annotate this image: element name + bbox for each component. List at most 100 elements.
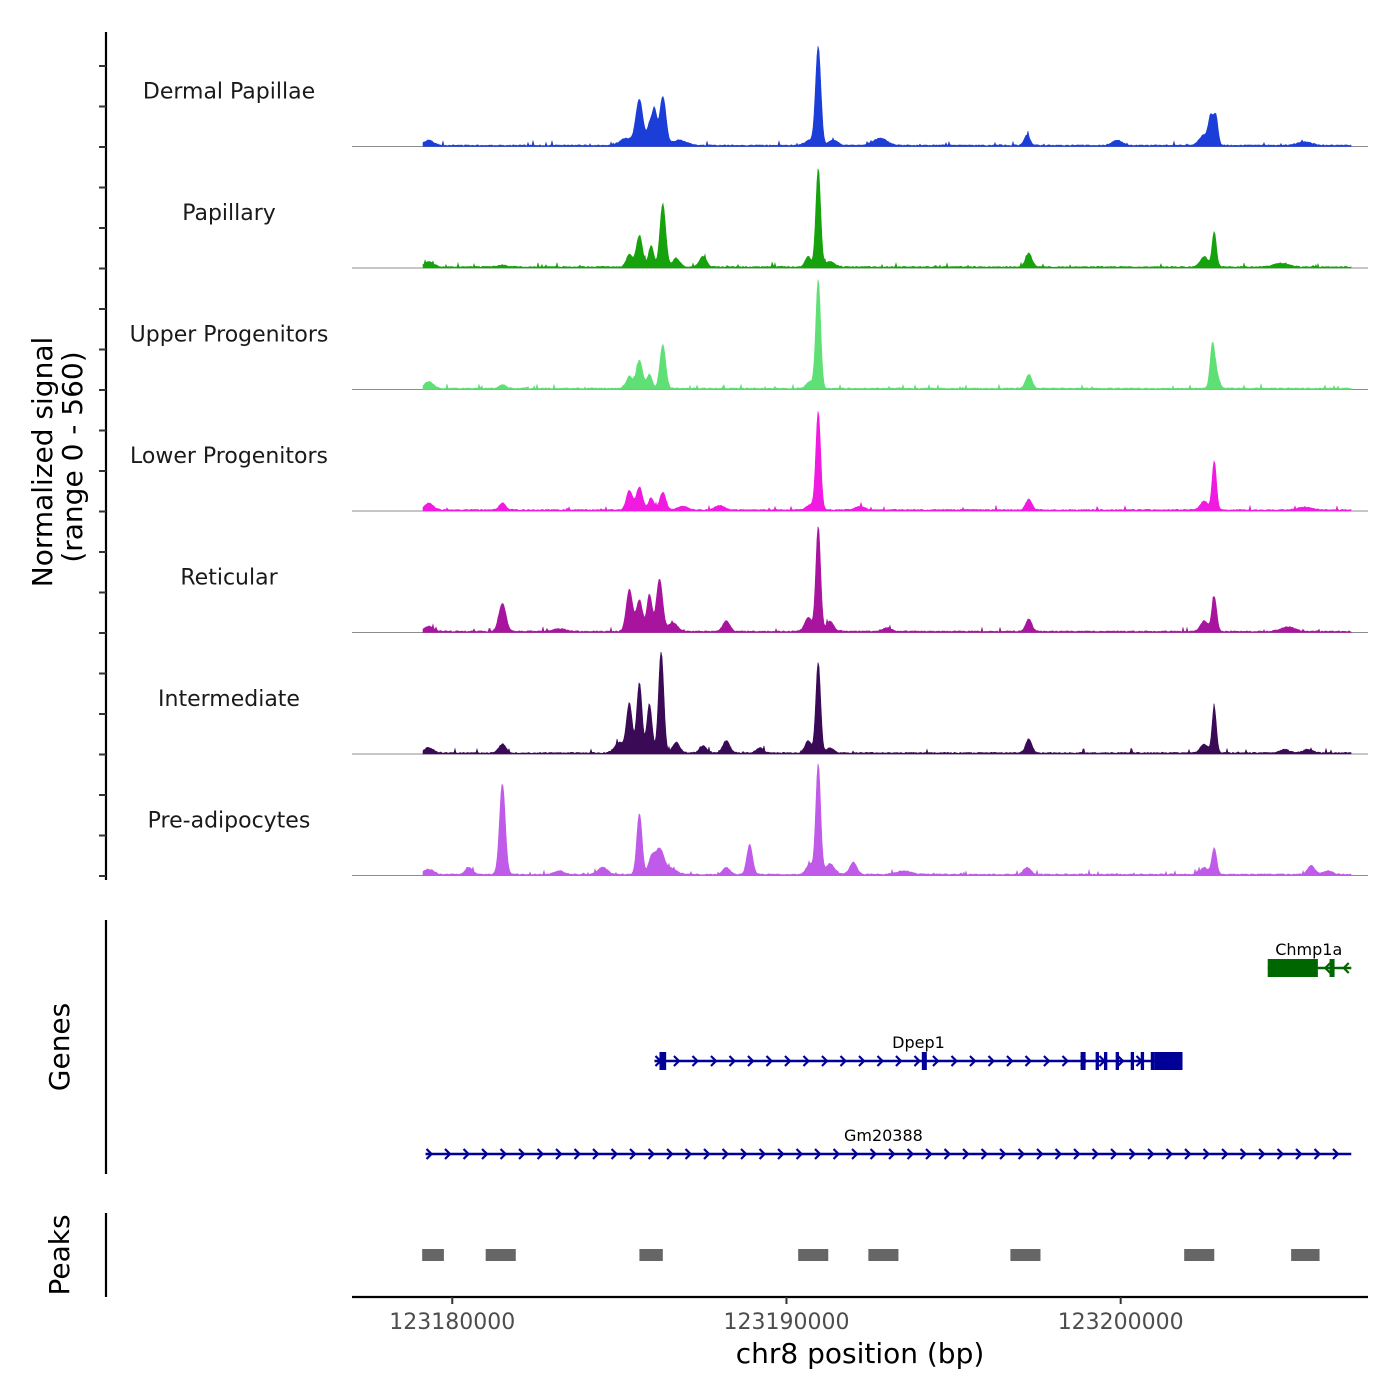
strand-chevron [969, 1055, 977, 1067]
y-axis-title: Normalized signal [26, 337, 59, 588]
strand-chevron [1165, 1148, 1174, 1160]
strand-chevron [1117, 1055, 1125, 1067]
track-label: Reticular [180, 566, 278, 591]
strand-chevron [777, 1148, 785, 1160]
strand-chevron [647, 1148, 656, 1160]
strand-chevron [876, 1055, 885, 1067]
coverage-area [422, 168, 1352, 269]
exon [1150, 1052, 1155, 1070]
coverage-area [422, 46, 1352, 147]
exon [1267, 959, 1318, 977]
strand-chevron [814, 1148, 822, 1160]
gene-chmp1a: Chmp1a [1267, 940, 1352, 977]
strand-chevron [962, 1148, 970, 1160]
strand-chevron [925, 1148, 933, 1160]
strand-chevron [943, 1148, 952, 1160]
strand-chevron [740, 1148, 748, 1160]
exon [1329, 959, 1335, 977]
strand-chevron [950, 1055, 959, 1067]
peak-region [1010, 1249, 1041, 1261]
strand-chevron [1239, 1148, 1248, 1160]
exon [1154, 1052, 1183, 1070]
strand-chevron [728, 1055, 737, 1067]
peak-region [639, 1249, 663, 1261]
exon [1080, 1052, 1086, 1070]
strand-chevron [610, 1148, 619, 1160]
peak-region [485, 1249, 516, 1261]
strand-chevron [1202, 1148, 1211, 1160]
strand-chevron [1024, 1055, 1033, 1067]
strand-chevron [895, 1055, 903, 1067]
strand-chevron [1036, 1148, 1044, 1160]
exon [1115, 1052, 1120, 1070]
gene-label: Gm20388 [844, 1126, 923, 1145]
strand-chevron [684, 1148, 693, 1160]
strand-chevron [1258, 1148, 1266, 1160]
strand-chevron [444, 1148, 452, 1160]
strand-chevron [1091, 1148, 1100, 1160]
strand-chevron [518, 1148, 526, 1160]
strand-chevron [832, 1148, 841, 1160]
strand-chevron [858, 1055, 866, 1067]
strand-chevron [1061, 1055, 1070, 1067]
strand-chevron [1006, 1055, 1014, 1067]
gene-dpep1: Dpep1 [654, 1033, 1183, 1070]
strand-chevron [932, 1055, 940, 1067]
genes-track-title: Genes [43, 1003, 76, 1091]
strand-chevron [987, 1055, 996, 1067]
strand-chevron [1128, 1148, 1137, 1160]
strand-chevron [721, 1148, 730, 1160]
exon [1095, 1052, 1099, 1070]
axes: 123180000 123190000 123200000 [99, 32, 1368, 1335]
coverage-area [422, 526, 1352, 633]
strand-chevron [765, 1055, 774, 1067]
strand-chevron [691, 1055, 700, 1067]
strand-chevron [536, 1148, 545, 1160]
strand-chevron [629, 1148, 637, 1160]
strand-chevron [906, 1148, 915, 1160]
x-tick-label: 123190000 [723, 1310, 849, 1335]
strand-chevron [1147, 1148, 1155, 1160]
strand-chevron [1276, 1148, 1285, 1160]
strand-chevron [1054, 1148, 1063, 1160]
strand-chevron [499, 1148, 508, 1160]
track-papillary: Papillary [182, 168, 1368, 269]
genes-track: Chmp1a Dpep1 Gm20388 [425, 940, 1352, 1160]
strand-chevron [747, 1055, 755, 1067]
exon [1103, 1052, 1108, 1070]
strand-chevron [573, 1148, 582, 1160]
track-label: Lower Progenitors [130, 444, 328, 469]
strand-chevron [555, 1148, 563, 1160]
strand-chevron [703, 1148, 711, 1160]
strand-chevron [592, 1148, 600, 1160]
peaks-track-title: Peaks [43, 1214, 76, 1295]
strand-chevron [839, 1055, 848, 1067]
track-upper-progenitors: Upper Progenitors [130, 279, 1368, 390]
strand-chevron [1295, 1148, 1303, 1160]
peak-region [1184, 1249, 1215, 1261]
exon [921, 1052, 927, 1070]
strand-chevron [1313, 1148, 1322, 1160]
gene-gm20388: Gm20388 [425, 1126, 1352, 1160]
track-lower-progenitors: Lower Progenitors [130, 411, 1368, 512]
strand-chevron [980, 1148, 989, 1160]
strand-chevron [795, 1148, 804, 1160]
strand-chevron [1073, 1148, 1081, 1160]
strand-chevron [425, 1148, 434, 1160]
strand-chevron [784, 1055, 792, 1067]
strand-chevron [1110, 1148, 1118, 1160]
strand-chevron [869, 1148, 878, 1160]
peak-region [868, 1249, 899, 1261]
x-tick-label: 123180000 [389, 1310, 515, 1335]
coverage-area [422, 651, 1352, 755]
strand-chevron [888, 1148, 896, 1160]
track-label: Papillary [182, 201, 276, 226]
coverage-area [422, 279, 1352, 390]
track-reticular: Reticular [180, 526, 1368, 633]
strand-chevron [999, 1148, 1007, 1160]
strand-chevron [1221, 1148, 1229, 1160]
coverage-area [422, 411, 1352, 512]
gene-label: Dpep1 [892, 1033, 945, 1052]
peak-region [798, 1249, 829, 1261]
